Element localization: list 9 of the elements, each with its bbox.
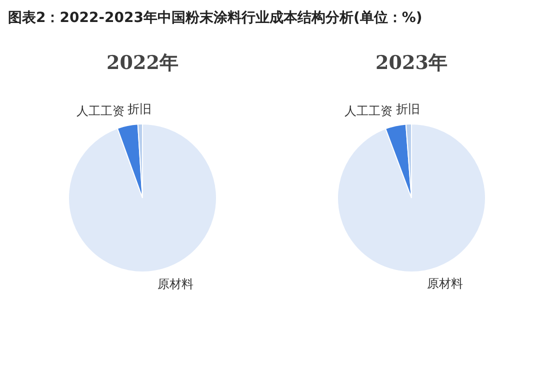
chart-subtitle: 2022年 — [106, 51, 180, 76]
slice-label: 原材料 — [158, 276, 194, 291]
chart-subtitle: 2023年 — [374, 51, 448, 76]
slice-label: 折旧 — [128, 102, 152, 116]
slice-label: 人工工资 — [344, 104, 393, 118]
slice-label: 人工工资 — [76, 104, 125, 118]
chart-title: 图表2：2022-2023年中国粉末涂料行业成本结构分析(单位：%) — [8, 9, 424, 28]
slice-label: 折旧 — [396, 102, 420, 116]
slice-label: 原材料 — [427, 276, 464, 291]
